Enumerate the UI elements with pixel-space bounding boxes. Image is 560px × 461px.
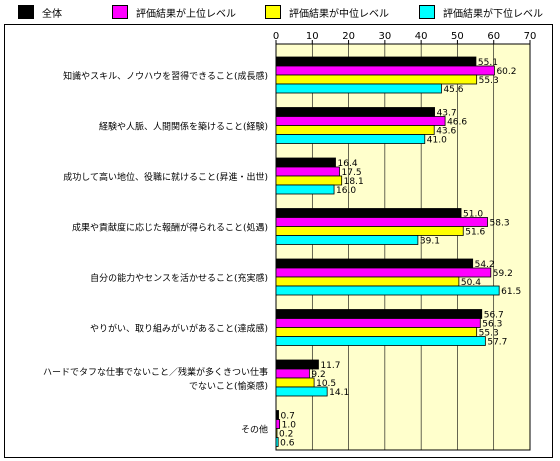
chart-frame [4, 24, 553, 458]
data-label: 16.4 [338, 159, 358, 169]
x-tick-label: 70 [524, 31, 537, 42]
bar [275, 74, 478, 85]
data-label: 61.5 [501, 287, 521, 297]
bar [275, 208, 462, 218]
bar [275, 258, 474, 269]
bar [275, 309, 483, 319]
data-label: 9.2 [311, 370, 325, 380]
data-label: 51.0 [463, 210, 483, 220]
category-label: 成果や貢献度に応じた報酬が得られること(処遇) [72, 222, 268, 234]
category-label: 自分の能力やセンスを活かせること(充実感) [90, 272, 268, 284]
bar [275, 235, 419, 245]
data-label: 17.5 [342, 168, 362, 178]
data-label: 43.6 [436, 127, 456, 137]
data-label: 59.2 [493, 269, 513, 279]
bar [275, 336, 486, 346]
data-label: 0.7 [281, 412, 295, 422]
category-label: 経験や人脈、人間関係を築けること(経験) [99, 121, 268, 133]
data-label: 54.2 [475, 260, 495, 270]
bar [275, 217, 488, 227]
bar [275, 83, 442, 94]
data-label: 1.0 [282, 421, 297, 431]
data-label: 43.7 [437, 109, 457, 119]
bar [275, 184, 335, 195]
legend-label-lower: 評価結果が下位レベル [443, 8, 543, 20]
data-label: 55.3 [479, 76, 499, 86]
category-label: 成功して高い地位、役職に就けること(昇進・出世) [63, 171, 268, 183]
legend-swatch-overall [18, 5, 34, 19]
legend: 全体 評価結果が上位レベル 評価結果が中位レベル 評価結果が下位レベル [0, 0, 560, 24]
bar [275, 419, 281, 429]
x-tick-label: 0 [273, 31, 279, 42]
data-label: 55.1 [478, 58, 498, 68]
data-label: 10.5 [316, 379, 336, 389]
bar [275, 125, 435, 135]
legend-item-lower: 評価結果が下位レベル [419, 3, 543, 21]
bar [275, 166, 340, 177]
data-label: 57.7 [487, 338, 507, 348]
data-label: 0.6 [280, 439, 295, 449]
legend-label-upper: 評価結果が上位レベル [136, 8, 236, 20]
legend-item-middle: 評価結果が中位レベル [265, 3, 389, 21]
x-tick-label: 30 [378, 31, 391, 42]
bar [275, 157, 336, 168]
category-label: でないこと(愉楽感) [189, 380, 268, 392]
data-label: 11.7 [320, 361, 340, 371]
bar [275, 175, 343, 186]
bar [275, 267, 492, 278]
data-label: 14.1 [329, 388, 349, 398]
bar [275, 377, 315, 388]
data-label: 16.0 [336, 186, 356, 196]
x-tick-label: 50 [451, 31, 464, 42]
data-label: 45.6 [443, 85, 463, 95]
legend-item-upper: 評価結果が上位レベル [112, 3, 236, 21]
data-label: 55.3 [479, 329, 499, 339]
category-label: ハードでタフな仕事でないこと／残業が多くきつい仕事 [43, 366, 268, 378]
data-label: 56.7 [484, 311, 504, 321]
x-tick-label: 10 [306, 31, 319, 42]
x-tick-label: 40 [415, 31, 428, 42]
legend-swatch-lower [419, 5, 435, 19]
data-label: 58.3 [490, 219, 510, 229]
data-label: 18.1 [344, 177, 364, 187]
bar [275, 65, 495, 76]
data-label: 56.3 [482, 320, 502, 330]
bar [275, 107, 435, 117]
data-label: 39.1 [420, 237, 440, 247]
bar [275, 437, 279, 447]
bar [275, 359, 319, 370]
legend-label-overall: 全体 [42, 8, 62, 20]
legend-item-overall: 全体 [18, 3, 62, 21]
bar [275, 285, 500, 296]
data-label: 60.2 [496, 67, 516, 77]
legend-label-middle: 評価結果が中位レベル [289, 8, 389, 20]
bar [275, 428, 278, 438]
x-tick-label: 60 [487, 31, 500, 42]
data-label: 51.6 [465, 228, 485, 238]
data-label: 0.2 [279, 430, 293, 440]
bar [275, 134, 426, 144]
bar [275, 56, 477, 67]
category-label: やりがい、取り組みがいがあること(達成感) [90, 323, 268, 335]
bar [275, 386, 328, 397]
bar [275, 276, 460, 287]
category-label: 知識やスキル、ノウハウを習得できること(成長感) [63, 70, 268, 82]
bar [275, 327, 478, 337]
data-label: 41.0 [427, 136, 447, 146]
bar [275, 226, 464, 236]
data-label: 50.4 [461, 278, 481, 288]
data-label: 46.6 [447, 118, 467, 128]
bar [275, 410, 279, 420]
bar [275, 116, 446, 126]
x-tick-label: 20 [342, 31, 355, 42]
legend-swatch-middle [265, 5, 281, 19]
legend-swatch-upper [112, 5, 128, 19]
bar [275, 318, 481, 328]
category-label: その他 [241, 424, 268, 436]
bar [275, 368, 310, 379]
